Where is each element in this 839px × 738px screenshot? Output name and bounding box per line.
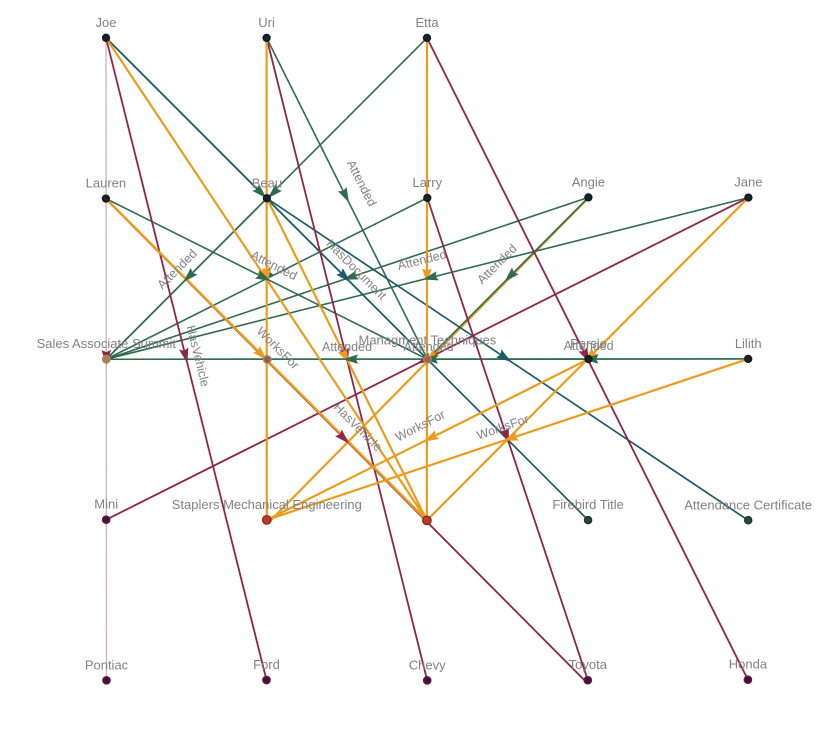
svg-text:Larry: Larry	[412, 175, 442, 190]
svg-text:Honda: Honda	[729, 657, 768, 672]
svg-text:Ford: Ford	[253, 657, 280, 672]
svg-text:Staplers Mechanical Engineerin: Staplers Mechanical Engineering	[172, 497, 362, 512]
svg-text:Mini: Mini	[94, 497, 118, 512]
svg-text:Pontiac: Pontiac	[85, 657, 129, 672]
svg-text:Managment Techniques: Managment Techniques	[359, 333, 497, 348]
svg-text:Angie: Angie	[572, 174, 605, 189]
svg-text:Chevy: Chevy	[409, 657, 446, 672]
svg-text:Etta: Etta	[415, 15, 439, 30]
svg-text:Persie: Persie	[570, 336, 607, 351]
svg-text:Jane: Jane	[734, 175, 762, 190]
svg-text:Firebird Title: Firebird Title	[552, 497, 624, 512]
svg-text:Beau: Beau	[252, 175, 282, 190]
svg-text:Joe: Joe	[96, 15, 117, 30]
svg-text:Lilith: Lilith	[735, 336, 762, 351]
svg-text:Toyota: Toyota	[569, 657, 608, 672]
svg-text:Uri: Uri	[258, 15, 275, 30]
svg-text:Lauren: Lauren	[86, 176, 126, 191]
svg-text:Attendance Certificate: Attendance Certificate	[684, 497, 812, 512]
svg-text:Sales Associate Summit: Sales Associate Summit	[37, 336, 177, 351]
